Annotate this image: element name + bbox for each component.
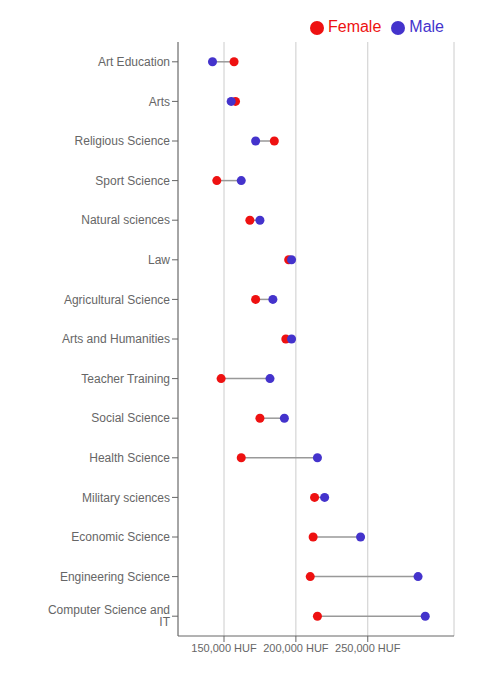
svg-text:Art Education: Art Education <box>98 55 170 69</box>
svg-text:Teacher Training: Teacher Training <box>81 372 170 386</box>
svg-text:Sport Science: Sport Science <box>95 174 170 188</box>
svg-text:200,000 HUF: 200,000 HUF <box>263 642 329 654</box>
svg-text:Military sciences: Military sciences <box>82 491 170 505</box>
svg-text:Social Science: Social Science <box>91 411 170 425</box>
svg-text:Economic Science: Economic Science <box>71 530 170 544</box>
svg-text:Engineering Science: Engineering Science <box>60 570 170 584</box>
svg-text:Law: Law <box>148 253 170 267</box>
svg-text:150,000 HUF: 150,000 HUF <box>191 642 257 654</box>
svg-text:Natural sciences: Natural sciences <box>81 213 170 227</box>
html-text:Male: Male <box>409 18 444 35</box>
svg-text:Agricultural Science: Agricultural Science <box>64 293 170 307</box>
svg-text:250,000 HUF: 250,000 HUF <box>335 642 401 654</box>
svg-text:Arts: Arts <box>149 95 170 109</box>
html-text:Female: Female <box>328 18 382 35</box>
svg-text:Religious Science: Religious Science <box>75 134 171 148</box>
svg-text:Health Science: Health Science <box>89 451 170 465</box>
svg-text:Arts and Humanities: Arts and Humanities <box>62 332 170 346</box>
svg-text:Computer Science andIT: Computer Science andIT <box>48 603 171 629</box>
